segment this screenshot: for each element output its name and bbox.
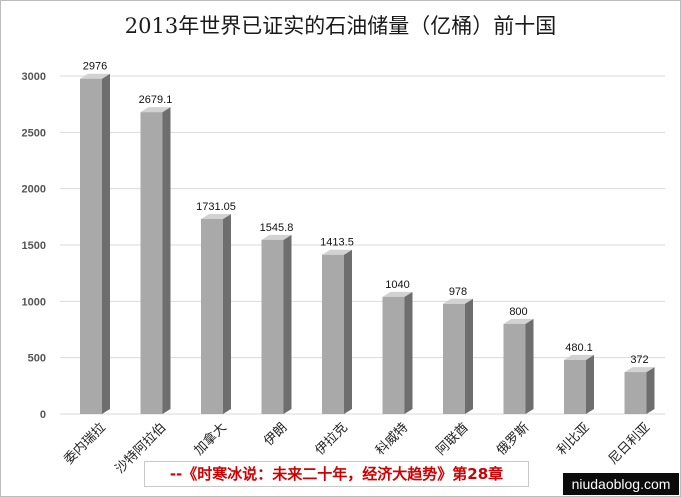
bar <box>382 291 413 414</box>
category-label: 加拿大 <box>191 420 230 459</box>
data-label: 2679.1 <box>139 94 173 106</box>
data-label: 480.1 <box>565 342 593 354</box>
category-label: 阿联酋 <box>433 420 472 459</box>
category-label: 尼日利亚 <box>606 420 653 467</box>
y-tick-label: 1500 <box>22 240 46 252</box>
category-label: 伊朗 <box>261 420 290 449</box>
y-tick-label: 0 <box>40 409 46 421</box>
y-tick-label: 2000 <box>22 184 46 196</box>
bar <box>443 298 473 414</box>
data-label: 372 <box>630 354 648 366</box>
bar <box>80 73 110 414</box>
bar <box>322 249 352 414</box>
y-tick-label: 1000 <box>22 296 46 308</box>
category-label: 委内瑞拉 <box>61 420 109 468</box>
bar <box>201 213 231 414</box>
data-label: 1731.05 <box>196 201 236 213</box>
data-label: 2976 <box>83 61 107 73</box>
data-label: 1545.8 <box>260 222 294 234</box>
data-label: 800 <box>509 306 527 318</box>
category-label: 科威特 <box>373 420 411 458</box>
data-label: 978 <box>449 286 467 298</box>
y-tick-label: 2500 <box>22 127 46 139</box>
bar <box>503 318 534 414</box>
bars <box>80 73 655 415</box>
y-axis-ticks: 0 500 1000 1500 2000 2500 3000 <box>22 71 46 421</box>
chart-title: 2013年世界已证实的石油储量（亿桶）前十国 <box>124 14 557 38</box>
category-label: 利比亚 <box>555 420 593 458</box>
watermark: niudaoblog.com <box>563 473 679 495</box>
source-note: --《时寒冰说：未来二十年，经济大趋势》第28章 <box>144 461 529 487</box>
y-tick-label: 3000 <box>22 71 46 83</box>
data-label: 1413.5 <box>320 237 354 249</box>
data-label: 1040 <box>385 279 409 291</box>
bar <box>261 234 292 414</box>
bar <box>564 354 594 414</box>
data-labels: 2976 2679.1 1731.05 1545.8 1413.5 1040 978 800 4… <box>83 61 649 366</box>
bar <box>624 367 655 414</box>
category-label: 伊拉克 <box>313 420 351 458</box>
bar <box>140 107 171 415</box>
category-label: 俄罗斯 <box>494 420 532 458</box>
y-tick-label: 500 <box>28 353 46 365</box>
